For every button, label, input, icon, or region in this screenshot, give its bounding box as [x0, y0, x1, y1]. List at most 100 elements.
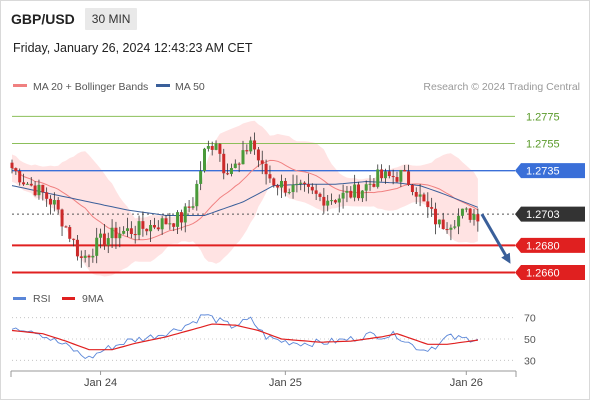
candle-body [372, 183, 376, 187]
candle-body [164, 218, 168, 225]
rsi-ma-line [11, 323, 478, 351]
candle-body [445, 229, 449, 231]
candle-body [195, 183, 199, 207]
candle-body [476, 214, 480, 222]
candle-body [322, 196, 326, 206]
candle-body [33, 185, 37, 196]
candle-body [437, 219, 441, 225]
price-tag [515, 264, 585, 280]
candle-body [249, 140, 253, 152]
price-label: 1.2680 [526, 240, 560, 252]
candle-body [326, 200, 330, 206]
candle-body [203, 148, 206, 171]
candle-body [434, 208, 437, 225]
candle-body [199, 170, 203, 184]
candle-body [303, 182, 307, 185]
candle-body [353, 184, 357, 198]
candle-body [283, 180, 287, 193]
candle-body [318, 193, 322, 197]
candle-body [291, 184, 295, 193]
candle-body [418, 194, 422, 197]
candle-body [226, 173, 230, 175]
price-tag [515, 163, 585, 179]
price-tag [515, 206, 585, 222]
legend-swatch-ma50 [156, 84, 170, 87]
candle-body [110, 227, 114, 239]
candle-body [106, 238, 110, 246]
candle-body [399, 169, 403, 182]
candle-body [152, 225, 156, 228]
candle-body [260, 160, 264, 164]
currency-pair: GBP/USD [11, 11, 75, 27]
candle-body [395, 177, 399, 182]
candle-body [14, 168, 18, 172]
candle-body [457, 215, 461, 227]
candle-body [268, 174, 272, 179]
candle-body [218, 143, 222, 154]
candle-body [168, 223, 172, 225]
credit-text: Research © 2024 Trading Central [423, 81, 580, 93]
timestamp: Friday, January 26, 2024 12:43:23 AM CET [13, 41, 253, 55]
candle-body [37, 184, 41, 196]
candle-body [299, 182, 303, 184]
candle-body [191, 206, 195, 208]
candle-body [52, 200, 56, 205]
candle-body [141, 221, 145, 229]
candle-body [18, 171, 22, 183]
candle-body [345, 190, 349, 193]
candle-body [45, 192, 49, 199]
candle-body [25, 183, 29, 185]
rsi-line [11, 314, 479, 360]
candle-body [453, 226, 457, 228]
candle-body [383, 171, 387, 179]
candle-body [410, 184, 414, 192]
candle-body [75, 239, 79, 257]
price-label: 1.2703 [526, 209, 560, 221]
candle-body [407, 171, 411, 185]
candle-body [387, 171, 391, 177]
candle-body [330, 200, 334, 202]
candle-body [126, 228, 129, 231]
rsi-tick-label: 70 [524, 313, 536, 325]
timeframe-button[interactable]: 30 MIN [84, 8, 138, 30]
candle-body [72, 238, 76, 240]
candle-body [118, 233, 122, 239]
candle-body [414, 191, 418, 197]
candle-body [430, 207, 434, 209]
candle-body [364, 184, 368, 191]
ma50-line [11, 180, 479, 216]
candle-body [341, 192, 345, 199]
candle-body [22, 182, 26, 185]
rsi-tick-label: 30 [524, 355, 536, 367]
candle-body [179, 212, 183, 223]
candle-body [206, 146, 210, 149]
candle-body [464, 208, 468, 210]
x-tick-label: Jan 25 [269, 377, 302, 389]
candle-body [295, 183, 299, 185]
candle-body [368, 183, 372, 185]
candle-body [122, 230, 126, 234]
candle-body [314, 190, 318, 194]
x-tick-label: Jan 26 [450, 377, 483, 389]
candle-body [160, 218, 164, 230]
candle-body [214, 143, 218, 150]
candle-body [460, 208, 464, 216]
candle-body [333, 200, 337, 203]
candle-body [272, 178, 276, 186]
candle-body [10, 162, 14, 169]
candle-body [264, 163, 268, 175]
x-tick-label: Jan 24 [84, 377, 117, 389]
candle-body [222, 153, 226, 174]
candle-body [83, 255, 87, 258]
candle-body [349, 190, 353, 198]
candle-body [360, 190, 364, 199]
legend-area: 1.2775 1.2755 1.2735 1.2703 1.2680 1.2660 MA 2… [13, 81, 585, 280]
candle-body [237, 163, 241, 165]
legend-label-ma50: MA 50 [175, 81, 205, 93]
candle-body [176, 212, 180, 227]
candle-body [60, 209, 64, 227]
candle-body [64, 226, 68, 228]
candle-body [241, 150, 245, 165]
candle-body [87, 255, 91, 258]
